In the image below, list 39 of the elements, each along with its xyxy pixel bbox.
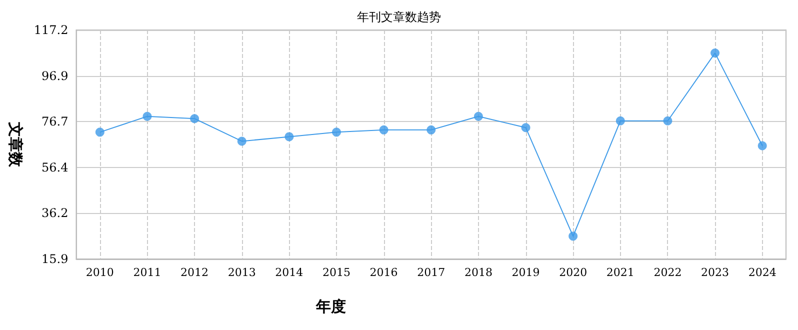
x-tick-label: 2010 [86, 266, 114, 279]
y-tick-label: 36.2 [42, 206, 68, 220]
point [663, 116, 672, 126]
point [710, 48, 720, 58]
point [237, 136, 246, 146]
x-tick-label: 2015 [322, 266, 350, 279]
point [379, 125, 388, 134]
x-tick-label: 2011 [133, 266, 162, 279]
point [474, 112, 483, 121]
x-tick-label: 2018 [464, 266, 492, 279]
point [521, 123, 530, 132]
x-tick-label: 2021 [606, 266, 634, 279]
point [95, 128, 104, 137]
x-tick-label: 2020 [559, 266, 588, 279]
y-tick-label: 56.4 [42, 160, 69, 174]
x-tick-label: 2022 [654, 266, 682, 279]
x-tick-label: 2017 [417, 266, 446, 279]
point [426, 125, 436, 134]
x-tick-label: 2024 [748, 266, 776, 279]
y-tick-label: 15.9 [42, 252, 68, 266]
x-tick-label: 2023 [701, 266, 730, 279]
y-tick-label: 96.9 [42, 68, 68, 83]
chart-title: 年刊文章数趋势 [357, 10, 441, 24]
point [284, 132, 294, 142]
x-tick-label: 2016 [370, 266, 398, 279]
point [332, 128, 341, 137]
x-tick-label: 2012 [180, 266, 209, 279]
x-tick-label: 2014 [275, 266, 304, 279]
point [616, 116, 625, 126]
y-tick-label: 76.7 [42, 114, 68, 129]
y-axis-title: 文章数 [6, 121, 24, 168]
x-axis-title: 年度 [315, 298, 346, 316]
point [190, 114, 200, 124]
point [568, 232, 578, 241]
x-tick-label: 2013 [228, 266, 256, 279]
point [142, 112, 152, 121]
point [758, 141, 767, 150]
y-tick-label: 117.2 [34, 23, 68, 37]
x-tick-label: 2019 [512, 266, 540, 279]
